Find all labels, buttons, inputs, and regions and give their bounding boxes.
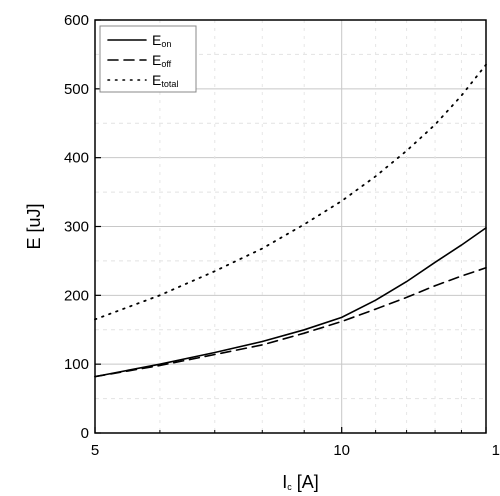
- legend-label-sub-total: total: [161, 79, 178, 89]
- legend-label-main-total: E: [152, 72, 161, 88]
- legend-label-main-off: E: [152, 52, 161, 68]
- x-tick-label-15: 1: [492, 442, 500, 459]
- y-tick-label-400: 400: [64, 150, 89, 167]
- y-tick-label-100: 100: [64, 356, 89, 373]
- series-line-on: [94, 227, 487, 378]
- legend-label-sub-off: off: [161, 59, 171, 69]
- legend-label-off: Eoff: [152, 52, 172, 69]
- x-axis-label-main: I: [282, 472, 287, 492]
- legend-box: [99, 25, 197, 93]
- legend-label-on: Eon: [152, 32, 171, 49]
- y-tick-label-300: 300: [64, 219, 89, 236]
- legend-label-main-on: E: [152, 32, 161, 48]
- x-axis-label-unit: [A]: [292, 472, 319, 492]
- series-line-off: [94, 266, 487, 378]
- x-tick-label-5: 5: [91, 442, 99, 459]
- series-lines: [94, 63, 487, 378]
- x-axis-label: Ic [A]: [282, 472, 319, 492]
- x-axis-label-sub: c: [287, 482, 292, 492]
- axis-ticks: 0 100 200 300 400 500 600 5 10 1: [64, 12, 500, 459]
- y-tick-label-600: 600: [64, 12, 89, 29]
- legend-label-total: Etotal: [152, 72, 178, 89]
- x-tick-label-10: 10: [333, 442, 350, 459]
- y-axis-label: E [uJ]: [24, 203, 44, 249]
- y-tick-label-200: 200: [64, 287, 89, 304]
- legend-label-sub-on: on: [161, 39, 171, 49]
- y-tick-label-500: 500: [64, 81, 89, 98]
- y-tick-label-0: 0: [81, 425, 89, 442]
